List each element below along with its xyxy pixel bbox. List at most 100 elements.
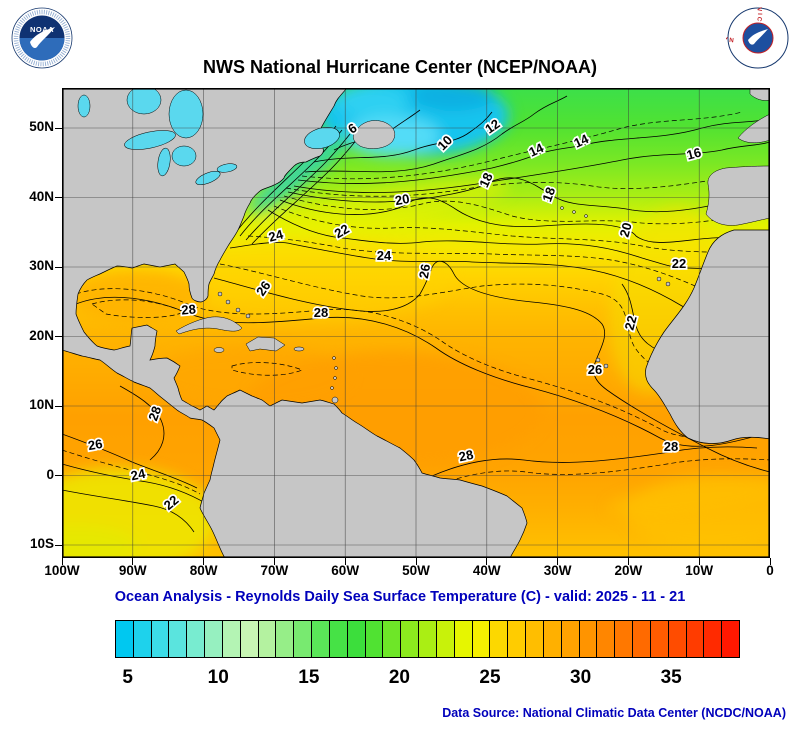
lake-winnipeg	[77, 94, 91, 118]
data-source: Data Source: National Climatic Data Cent…	[442, 706, 786, 720]
hudson-bay	[126, 88, 162, 115]
land-trinidad	[331, 396, 339, 404]
colorbar-cell	[579, 621, 598, 657]
axis-tick	[55, 475, 62, 476]
colorbar-cell	[650, 621, 669, 657]
lat-axis-label: 0	[46, 466, 54, 482]
colorbar-cell	[187, 621, 206, 657]
colorbar-cell	[258, 621, 277, 657]
colorbar-tick-label: 5	[122, 667, 133, 688]
lon-axis-label: 90W	[118, 563, 147, 578]
axis-tick	[273, 558, 275, 565]
colorbar-cell	[365, 621, 384, 657]
land-newfoundland	[353, 120, 395, 149]
colorbar-tick-label: 25	[479, 667, 501, 688]
axis-tick	[55, 127, 62, 129]
contour-label: 24	[267, 226, 286, 244]
colorbar-cell	[222, 621, 241, 657]
colorbar-cell	[240, 621, 259, 657]
land-americas	[62, 88, 528, 558]
axis-tick	[769, 558, 771, 565]
colorbar-cell	[543, 621, 562, 657]
colorbar-cell	[116, 621, 134, 657]
lat-axis-label: 20N	[29, 327, 54, 343]
axis-tick	[55, 544, 62, 546]
colorbar-cell	[633, 621, 651, 657]
contour-label: 22	[622, 314, 640, 332]
contour-label: 24	[377, 248, 392, 263]
lon-axis-label: 100W	[44, 563, 80, 578]
land-iberia	[705, 165, 770, 226]
temperature-colorbar	[115, 620, 740, 658]
lon-axis-label: 20W	[614, 563, 643, 578]
lake-michigan	[157, 147, 171, 177]
nws-logo: NATIONAL WEATHER SERVICE	[726, 6, 789, 69]
colorbar-cell	[329, 621, 348, 657]
axis-tick	[698, 558, 700, 565]
colorbar-cell	[561, 621, 580, 657]
lon-axis-label: 0	[766, 563, 774, 578]
colorbar-cell	[347, 621, 366, 657]
land-hispaniola	[245, 336, 286, 352]
lat-axis-label: 10N	[29, 397, 54, 412]
map-frame	[62, 88, 771, 558]
colorbar-cell	[508, 621, 527, 657]
lon-axis-label: 10W	[685, 563, 714, 578]
colorbar-cell	[312, 621, 330, 657]
colorbar-cell	[436, 621, 455, 657]
colorbar-tick-label: 15	[298, 667, 320, 688]
colorbar-cell	[490, 621, 509, 657]
contour-label: 18	[539, 185, 558, 204]
axis-tick	[55, 266, 62, 268]
colorbar-cell	[419, 621, 437, 657]
noaa-logo-text: NOAA	[30, 25, 54, 34]
axis-tick	[61, 558, 63, 565]
axis-tick	[55, 405, 62, 407]
noaa-logo: NOAA	[11, 7, 73, 69]
james-bay	[168, 89, 204, 139]
colorbar-cell	[615, 621, 634, 657]
noaa-gull-icon	[30, 27, 55, 49]
colorbar-cell	[151, 621, 170, 657]
contour-label: 26	[588, 362, 602, 377]
axis-tick	[344, 558, 346, 565]
land-cuba	[175, 316, 243, 335]
contour-label: 22	[672, 256, 686, 271]
axis-tick	[486, 558, 488, 565]
land-jamaica	[213, 347, 225, 353]
colorbar-cell	[383, 621, 402, 657]
lon-axis-label: 30W	[543, 563, 572, 578]
colorbar-cell	[722, 621, 739, 657]
colorbar-cell	[597, 621, 616, 657]
axis-tick	[55, 336, 62, 337]
colorbar-cell	[169, 621, 188, 657]
contour-label: 28	[181, 301, 197, 317]
contour-label: 28	[457, 447, 474, 465]
lat-axis-label: 10S	[29, 536, 54, 551]
lon-axis-label: 50W	[402, 563, 430, 578]
colorbar-cell	[668, 621, 687, 657]
axis-tick	[132, 558, 134, 565]
contour-label: 28	[145, 404, 164, 423]
colorbar-cell	[401, 621, 420, 657]
colorbar-cell	[454, 621, 473, 657]
lake-superior	[124, 130, 176, 150]
colorbar-cell	[686, 621, 705, 657]
axis-tick	[557, 558, 559, 565]
contour-label: 28	[664, 439, 678, 454]
noaa-ring-text	[13, 9, 71, 67]
axis-tick	[415, 558, 417, 565]
axis-tick	[203, 558, 205, 565]
colorbar-cell	[472, 621, 491, 657]
lake-erie	[195, 171, 221, 185]
map-area: 6 10 12 14 14 16 18 18 20 20 22 22 22 24 24 26 26 26 28 28 2…	[62, 88, 771, 558]
gulf-st-lawrence	[304, 127, 340, 149]
contour-label: 20	[394, 191, 411, 208]
colorbar-tick-label: 10	[207, 667, 229, 688]
page-title: NWS National Hurricane Center (NCEP/NOAA…	[202, 57, 598, 77]
lon-axis-label: 70W	[260, 563, 289, 578]
land-puerto-rico	[293, 346, 305, 352]
colorbar-tick-label: 35	[660, 667, 682, 688]
